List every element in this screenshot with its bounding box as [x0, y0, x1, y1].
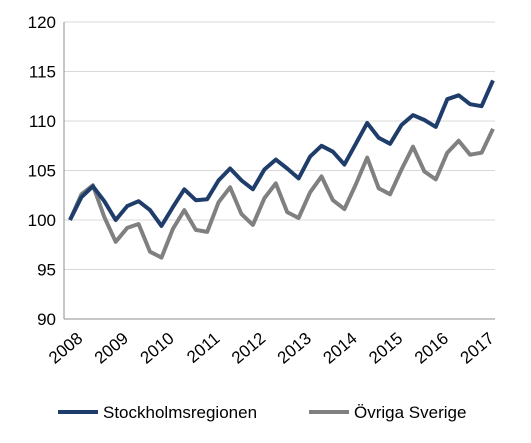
y-tick-label: 120: [28, 13, 56, 32]
legend-label-ovriga-sverige: Övriga Sverige: [354, 403, 466, 422]
series-line-stockholmsregionen: [68, 79, 495, 228]
x-tick-label: 2016: [411, 329, 452, 368]
y-tick-label: 110: [29, 112, 56, 131]
x-tick-label: 2009: [91, 329, 132, 368]
x-tick-label: 2017: [457, 329, 498, 368]
x-tick-label: 2008: [45, 329, 86, 368]
y-tick-label: 115: [29, 63, 56, 82]
y-tick-label: 95: [37, 261, 56, 280]
x-tick-label: 2010: [137, 329, 178, 368]
legend-label-stockholmsregionen: Stockholmsregionen: [103, 403, 257, 422]
x-tick-label: 2014: [319, 329, 360, 368]
y-tick-label: 100: [28, 211, 56, 230]
series-line-ovriga-sverige: [68, 128, 495, 260]
x-tick-label: 2011: [183, 329, 223, 367]
x-tick-label: 2012: [228, 329, 269, 368]
x-tick-label: 2015: [365, 329, 406, 368]
x-tick-label: 2013: [274, 329, 315, 368]
y-tick-label: 90: [37, 310, 56, 329]
y-tick-label: 105: [28, 162, 56, 181]
